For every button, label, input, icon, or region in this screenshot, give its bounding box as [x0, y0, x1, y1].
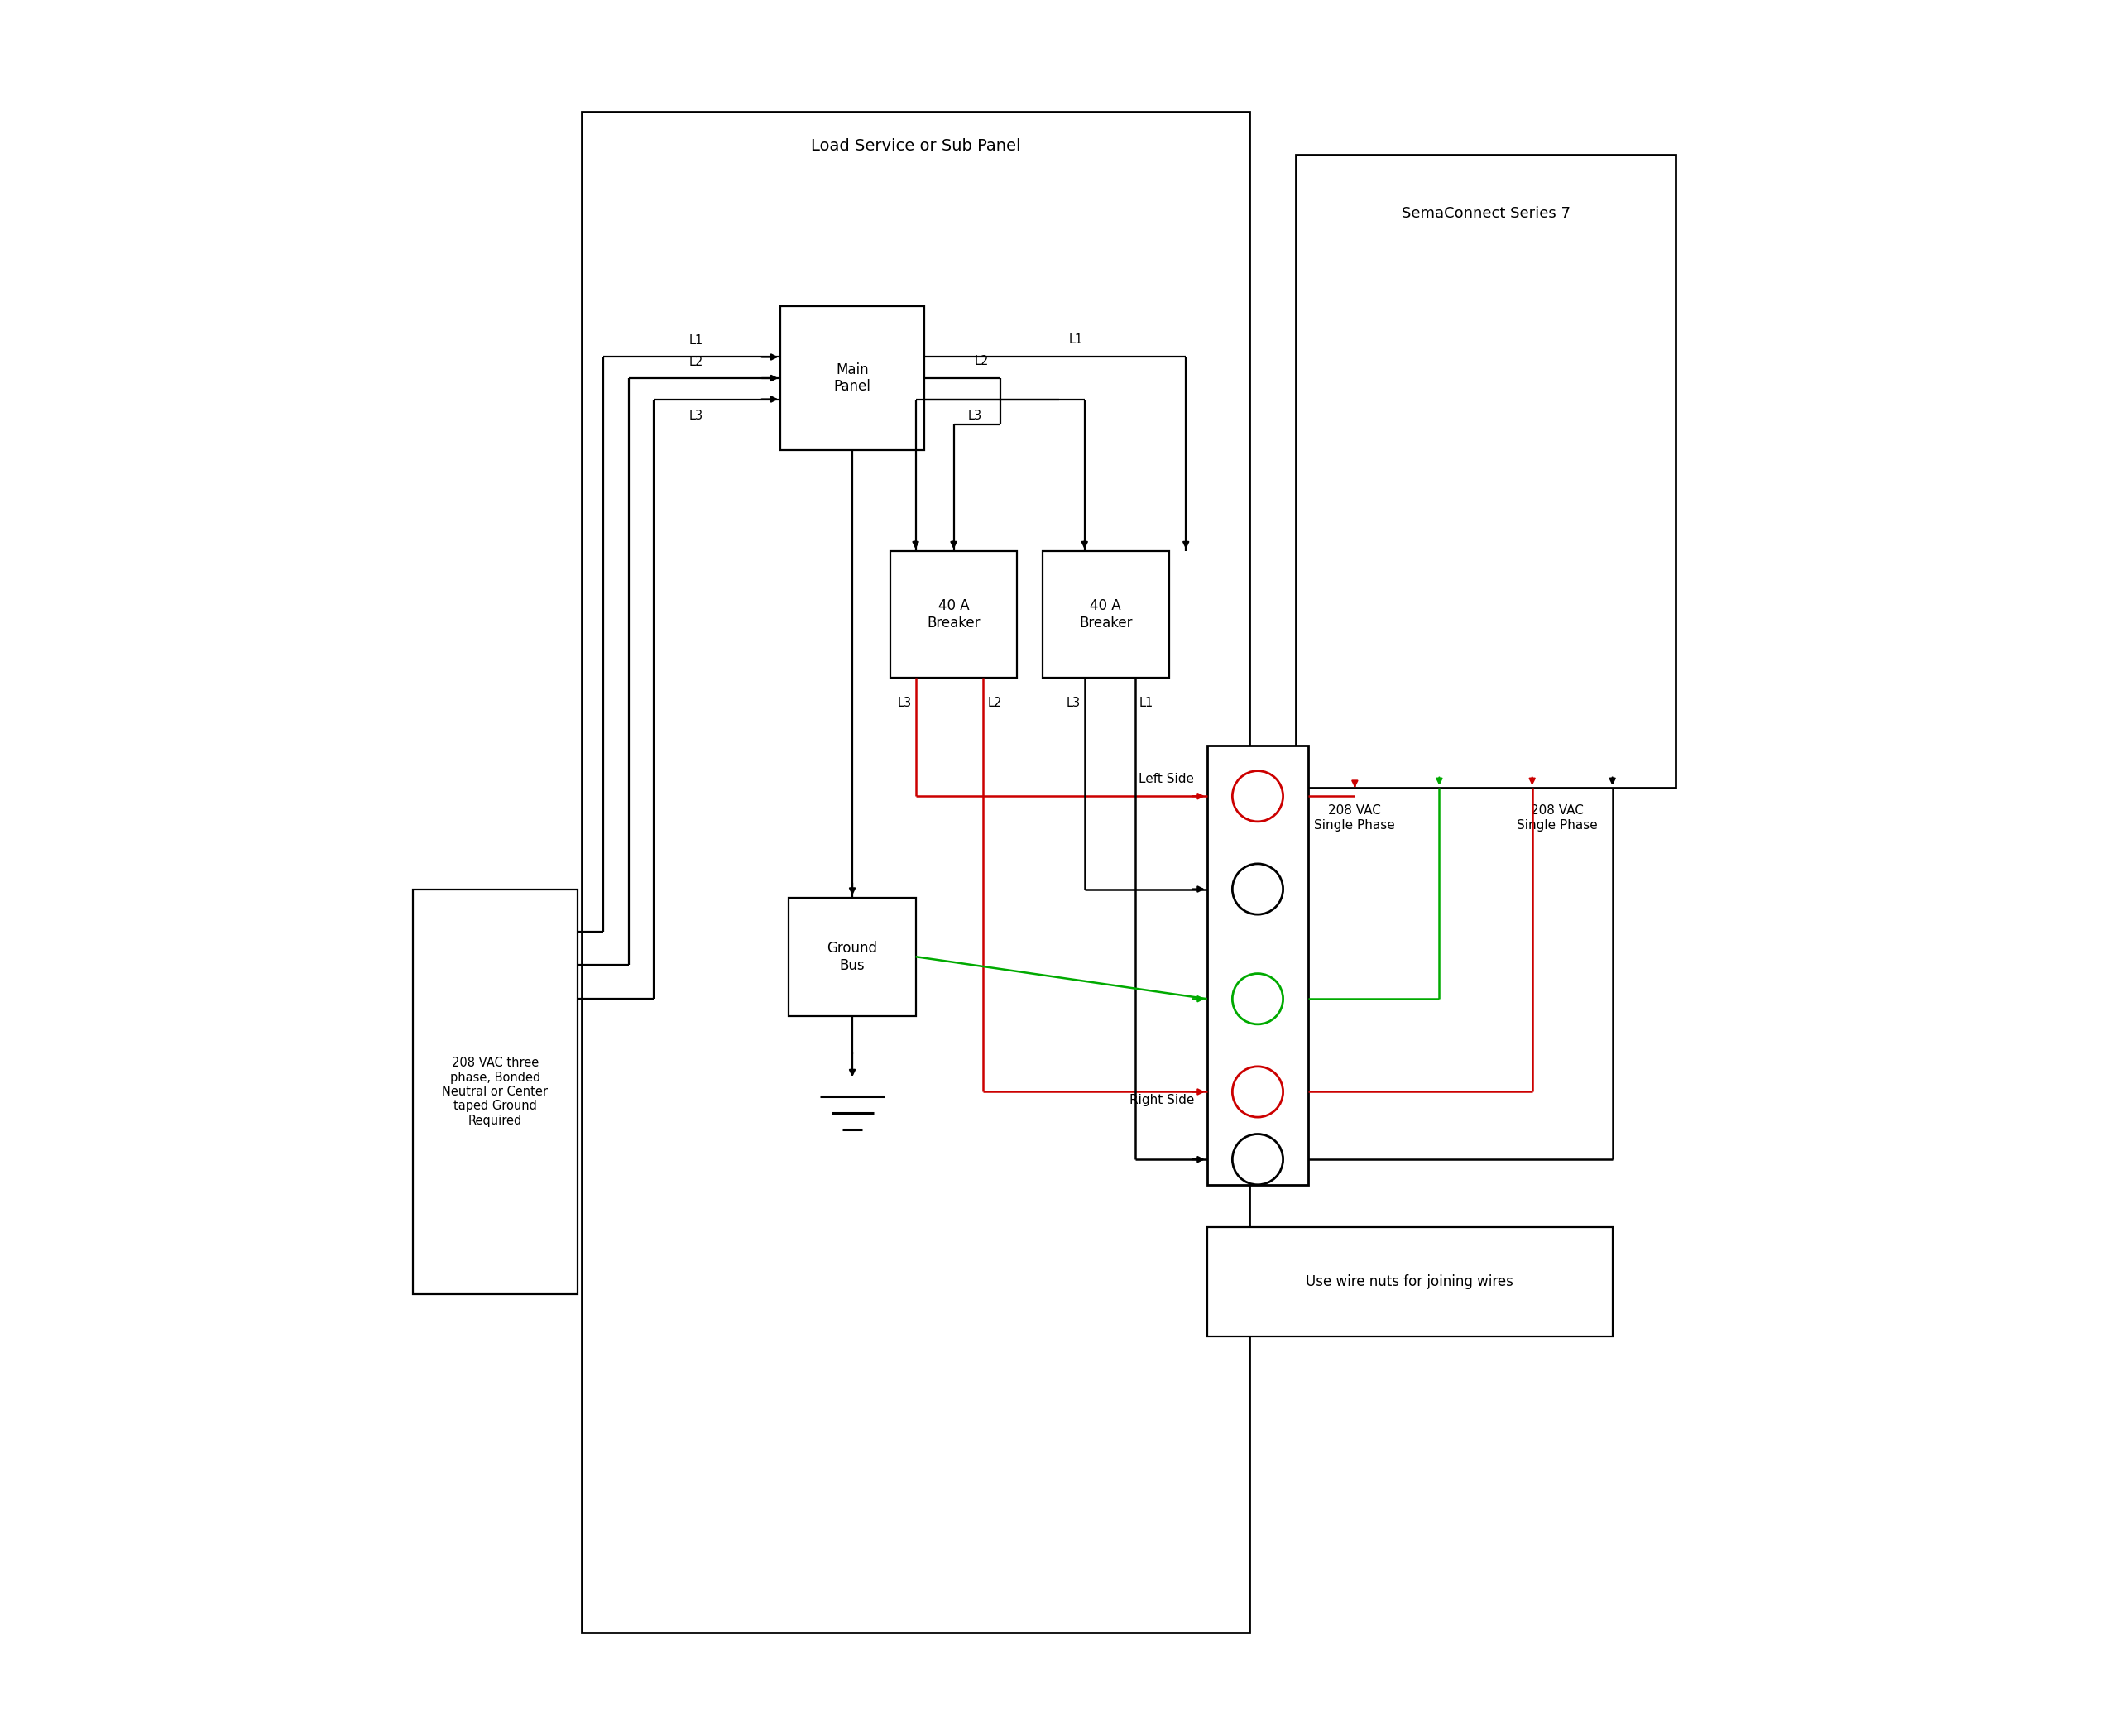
- Bar: [1042, 552, 1169, 679]
- Text: 40 A
Breaker: 40 A Breaker: [926, 599, 981, 630]
- Text: Use wire nuts for joining wires: Use wire nuts for joining wires: [1306, 1274, 1513, 1290]
- Text: L2: L2: [987, 698, 1002, 710]
- Circle shape: [1232, 865, 1283, 915]
- Text: L1: L1: [1070, 333, 1082, 345]
- Text: L3: L3: [1066, 698, 1080, 710]
- Text: L1: L1: [1139, 698, 1154, 710]
- Text: L2: L2: [688, 356, 703, 368]
- Text: 208 VAC
Single Phase: 208 VAC Single Phase: [1517, 806, 1597, 832]
- Circle shape: [1232, 974, 1283, 1024]
- Text: 208 VAC
Single Phase: 208 VAC Single Phase: [1315, 806, 1395, 832]
- Text: L1: L1: [690, 335, 703, 347]
- Text: L2: L2: [975, 354, 990, 366]
- Text: Main
Panel: Main Panel: [833, 363, 871, 394]
- Bar: [1207, 1227, 1612, 1337]
- Text: Right Side: Right Side: [1129, 1094, 1194, 1106]
- Text: Load Service or Sub Panel: Load Service or Sub Panel: [810, 139, 1021, 155]
- Text: 208 VAC three
phase, Bonded
Neutral or Center
taped Ground
Required: 208 VAC three phase, Bonded Neutral or C…: [443, 1057, 549, 1127]
- Text: 40 A
Breaker: 40 A Breaker: [1078, 599, 1133, 630]
- Text: L3: L3: [690, 410, 703, 422]
- Text: L3: L3: [968, 410, 981, 422]
- Text: Ground
Bus: Ground Bus: [827, 941, 878, 972]
- Bar: [582, 113, 1249, 1632]
- Text: Left Side: Left Side: [1139, 773, 1194, 785]
- Bar: [414, 889, 578, 1295]
- Bar: [890, 552, 1017, 679]
- Circle shape: [1232, 771, 1283, 821]
- Bar: [781, 306, 924, 450]
- Circle shape: [1232, 1066, 1283, 1118]
- Text: SemaConnect Series 7: SemaConnect Series 7: [1401, 207, 1570, 220]
- Bar: [789, 898, 916, 1016]
- Text: L3: L3: [897, 698, 912, 710]
- Circle shape: [1232, 1134, 1283, 1184]
- Bar: [1207, 745, 1308, 1184]
- Bar: [1296, 155, 1675, 788]
